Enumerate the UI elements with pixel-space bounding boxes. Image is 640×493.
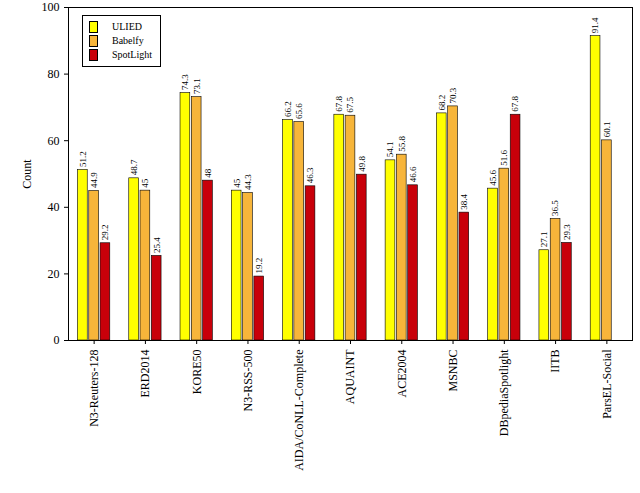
svg-text:60: 60 xyxy=(48,134,60,148)
svg-text:Count: Count xyxy=(20,159,34,189)
svg-text:68.2: 68.2 xyxy=(437,95,447,111)
svg-text:25.4: 25.4 xyxy=(152,237,162,253)
svg-text:51.6: 51.6 xyxy=(499,149,509,165)
svg-text:36.5: 36.5 xyxy=(550,200,560,216)
svg-text:N3-Reuters-128: N3-Reuters-128 xyxy=(87,350,101,427)
svg-text:44.9: 44.9 xyxy=(89,172,99,188)
svg-text:67.5: 67.5 xyxy=(345,96,355,112)
svg-text:45: 45 xyxy=(232,178,242,188)
svg-text:67.8: 67.8 xyxy=(510,95,520,111)
svg-text:29.2: 29.2 xyxy=(100,225,110,241)
svg-text:46.3: 46.3 xyxy=(305,167,315,183)
svg-text:55.8: 55.8 xyxy=(397,135,407,151)
svg-text:0: 0 xyxy=(54,333,60,347)
svg-text:48: 48 xyxy=(203,168,213,178)
svg-text:29.3: 29.3 xyxy=(562,224,572,240)
svg-text:AIDA/CoNLL-Complete: AIDA/CoNLL-Complete xyxy=(292,350,306,471)
svg-text:49.8: 49.8 xyxy=(357,155,367,171)
html-text:Babelfy: Babelfy xyxy=(112,35,144,46)
html-text:SpotLight: SpotLight xyxy=(112,49,152,60)
svg-text:20: 20 xyxy=(48,267,60,281)
svg-text:91.4: 91.4 xyxy=(590,17,600,33)
svg-text:45: 45 xyxy=(140,178,150,188)
svg-text:65.6: 65.6 xyxy=(294,103,304,119)
svg-text:19.2: 19.2 xyxy=(254,258,264,274)
svg-text:67.8: 67.8 xyxy=(334,95,344,111)
svg-text:80: 80 xyxy=(48,67,60,81)
svg-text:46.6: 46.6 xyxy=(408,166,418,182)
svg-text:ParsEL-Social: ParsEL-Social xyxy=(600,349,614,419)
svg-text:IITB: IITB xyxy=(548,350,562,373)
svg-text:73.1: 73.1 xyxy=(192,78,202,94)
svg-text:74.3: 74.3 xyxy=(180,74,190,90)
svg-text:DBpediaSpotlight: DBpediaSpotlight xyxy=(497,349,511,436)
svg-text:N3-RSS-500: N3-RSS-500 xyxy=(241,350,255,412)
svg-text:ERD2014: ERD2014 xyxy=(138,350,152,398)
svg-text:100: 100 xyxy=(42,0,60,14)
svg-text:KORE50: KORE50 xyxy=(190,350,204,395)
svg-text:38.4: 38.4 xyxy=(459,193,469,209)
svg-text:45.6: 45.6 xyxy=(488,169,498,185)
svg-text:66.2: 66.2 xyxy=(283,101,293,117)
svg-text:44.3: 44.3 xyxy=(243,174,253,190)
svg-text:27.1: 27.1 xyxy=(539,232,549,248)
svg-text:60.1: 60.1 xyxy=(602,122,612,138)
svg-text:AQUAINT: AQUAINT xyxy=(343,349,357,404)
html-text:ULIED: ULIED xyxy=(112,21,142,32)
svg-text:40: 40 xyxy=(48,200,60,214)
svg-text:70.3: 70.3 xyxy=(448,87,458,103)
svg-text:MSNBC: MSNBC xyxy=(446,350,460,392)
svg-text:ACE2004: ACE2004 xyxy=(395,350,409,398)
svg-text:48.7: 48.7 xyxy=(129,159,139,175)
svg-text:51.2: 51.2 xyxy=(78,151,88,167)
svg-text:54.1: 54.1 xyxy=(385,142,395,158)
